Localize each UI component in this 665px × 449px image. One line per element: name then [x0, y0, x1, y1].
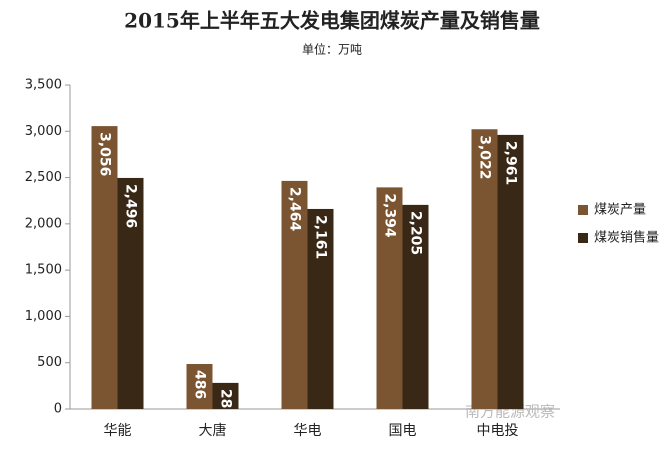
bar	[497, 134, 524, 409]
legend-swatch	[578, 233, 588, 243]
data-label: 2,205	[408, 211, 424, 255]
bar	[307, 208, 334, 409]
chart-subtitle: 单位：万吨	[302, 42, 362, 57]
x-tick-label: 华能	[104, 423, 132, 439]
bar	[117, 177, 144, 409]
legend-label: 煤炭产量	[594, 203, 646, 218]
legend-swatch	[578, 205, 588, 215]
y-tick-label: 0	[54, 402, 62, 417]
bar	[91, 126, 118, 409]
y-tick-label: 2,000	[25, 216, 62, 231]
bar	[402, 204, 429, 409]
y-tick-label: 1,500	[25, 263, 62, 278]
bar	[471, 129, 498, 409]
y-tick-label: 2,500	[25, 170, 62, 185]
y-tick-label: 3,000	[25, 124, 62, 139]
data-label: 2,464	[287, 187, 303, 232]
legend-label: 煤炭销售量	[594, 230, 659, 246]
data-label: 282	[218, 389, 234, 418]
bar	[281, 180, 308, 409]
x-tick-label: 中电投	[477, 423, 519, 439]
data-label: 2,394	[382, 193, 398, 238]
bar	[212, 382, 239, 409]
data-label: 3,022	[477, 135, 493, 179]
y-tick-label: 1,000	[25, 309, 62, 324]
chart-title: 2015年上半年五大发电集团煤炭产量及销售量	[124, 9, 540, 33]
data-label: 2,496	[123, 184, 139, 228]
data-label: 2,161	[313, 215, 329, 259]
x-tick-label: 国电	[389, 423, 417, 439]
data-label: 486	[192, 370, 208, 399]
data-label: 3,056	[97, 132, 113, 176]
y-tick-label: 3,500	[25, 78, 62, 93]
bar	[376, 187, 403, 409]
x-tick-label: 大唐	[199, 422, 227, 439]
bar	[186, 364, 213, 409]
data-label: 2,961	[503, 141, 519, 185]
y-tick-label: 500	[37, 355, 62, 370]
x-tick-label: 华电	[294, 423, 322, 439]
